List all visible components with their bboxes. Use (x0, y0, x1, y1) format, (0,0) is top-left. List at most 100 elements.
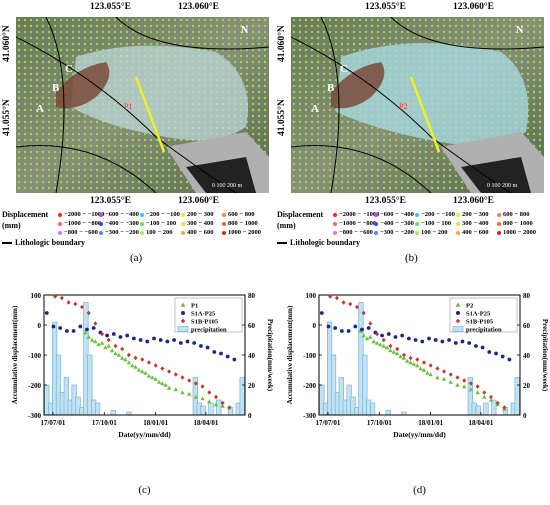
legend-dot-icon (140, 212, 144, 217)
data-point (178, 341, 183, 345)
data-point (66, 300, 71, 305)
left-coord-bottom: 41.055°N (277, 99, 287, 136)
data-point (138, 338, 143, 342)
data-point (71, 329, 76, 333)
data-point (411, 361, 417, 366)
legend-dot-icon (497, 212, 501, 217)
legend-item-label: 300 − 400 (187, 220, 214, 227)
legend-label: P2 (466, 303, 473, 310)
y2-tick-label: 40 (248, 352, 256, 360)
data-point (482, 390, 487, 395)
data-point (78, 324, 83, 329)
data-point (381, 343, 386, 348)
data-point (193, 394, 199, 399)
data-point (93, 339, 98, 344)
data-point (180, 375, 185, 380)
data-point (328, 294, 333, 299)
legend-item: −100 − 100 (140, 220, 176, 227)
data-point (213, 394, 218, 400)
legend-dot-icon (374, 230, 378, 235)
data-point (401, 355, 407, 360)
data-point (212, 350, 217, 354)
data-point (494, 351, 498, 356)
data-point (361, 333, 366, 338)
data-point (146, 360, 151, 365)
data-point (455, 382, 460, 387)
legend-unit: (mm) (277, 221, 296, 230)
legend-item: 200 − 300 (456, 211, 488, 218)
data-point (386, 332, 391, 336)
chart-caption: (c) (138, 484, 151, 496)
legend-dot-icon (222, 221, 226, 226)
legend-dot-icon (333, 221, 337, 226)
x-tick-label: 18/01/01 (418, 419, 443, 427)
y2-tick-label: 80 (523, 292, 531, 300)
data-point (200, 384, 205, 389)
legend-item-label: 800 − 1000 (503, 220, 533, 227)
x-tick-label: 17/10/01 (92, 419, 117, 427)
map-label-a: A (311, 103, 319, 115)
data-point (413, 338, 418, 342)
data-point (126, 352, 131, 358)
data-point (487, 350, 492, 354)
lithologic-boundary-legend-a: Lithologic boundary (2, 238, 85, 247)
data-point (200, 396, 205, 401)
data-point (156, 379, 162, 384)
boundary-line-icon (2, 242, 12, 245)
data-point (427, 336, 431, 341)
displacement-legend-a: Displacement (mm) −2000 − −1000 −1000 − −… (0, 208, 275, 240)
data-point (51, 324, 56, 329)
north-arrow-icon: N (516, 25, 524, 36)
precipitation-bar (208, 402, 214, 416)
data-point (120, 346, 125, 352)
legend-marker (180, 302, 186, 307)
data-point (232, 357, 237, 362)
legend-item: −600 − −400 (99, 211, 139, 218)
precipitation-bar (110, 410, 116, 416)
data-point (64, 329, 69, 333)
precipitation-bar (239, 377, 245, 416)
legend-item-label: −2000 − −1000 (64, 211, 105, 218)
data-point (441, 376, 447, 381)
data-point (488, 397, 494, 402)
legend-item-label: −400 − −300 (105, 220, 139, 227)
data-point (126, 360, 132, 365)
data-point (333, 326, 338, 330)
x-axis-label: Date(yy/mm/dd) (393, 430, 446, 439)
data-point (85, 327, 89, 332)
y2-tick-label: 60 (248, 322, 256, 330)
data-point (79, 304, 84, 310)
legend-item-label: −300 − −200 (105, 229, 139, 236)
legend-item-label: 100 − 200 (146, 229, 173, 236)
data-point (193, 381, 198, 386)
data-point (341, 300, 346, 305)
map-panel-b: 123.055°E 123.060°E 41.060°N 41.055°N C … (275, 0, 550, 270)
legend-marker (456, 311, 460, 315)
data-point (166, 385, 172, 390)
data-point (378, 342, 383, 347)
data-point (113, 351, 118, 356)
data-point (334, 295, 339, 301)
data-point (89, 337, 95, 342)
legend-dot-icon (140, 230, 144, 235)
legend-item: 100 − 200 (140, 229, 172, 236)
legend-item-label: −1000 − −800 (339, 220, 377, 227)
data-point (418, 366, 423, 371)
data-point (133, 355, 138, 361)
legend-item: −800 − −600 (58, 229, 98, 236)
map-label-c: C (340, 63, 348, 75)
data-point (421, 360, 426, 365)
map-panel-a: 123.055°E 123.060°E 41.060°N 41.055°N C … (0, 0, 275, 270)
boundary-line-icon (277, 242, 287, 245)
top-coord-right: 123.060°E (178, 2, 220, 12)
data-point (153, 363, 158, 368)
legend-item-label: 600 − 800 (228, 211, 255, 218)
data-point (100, 331, 105, 337)
precipitation-bar (200, 405, 206, 416)
legend-dot-icon (181, 212, 185, 217)
legend-dot-icon (58, 230, 62, 235)
legend-item-label: 400 − 600 (462, 229, 489, 236)
data-point (167, 369, 172, 374)
caption-b: (b) (405, 252, 418, 264)
data-point (133, 364, 138, 369)
